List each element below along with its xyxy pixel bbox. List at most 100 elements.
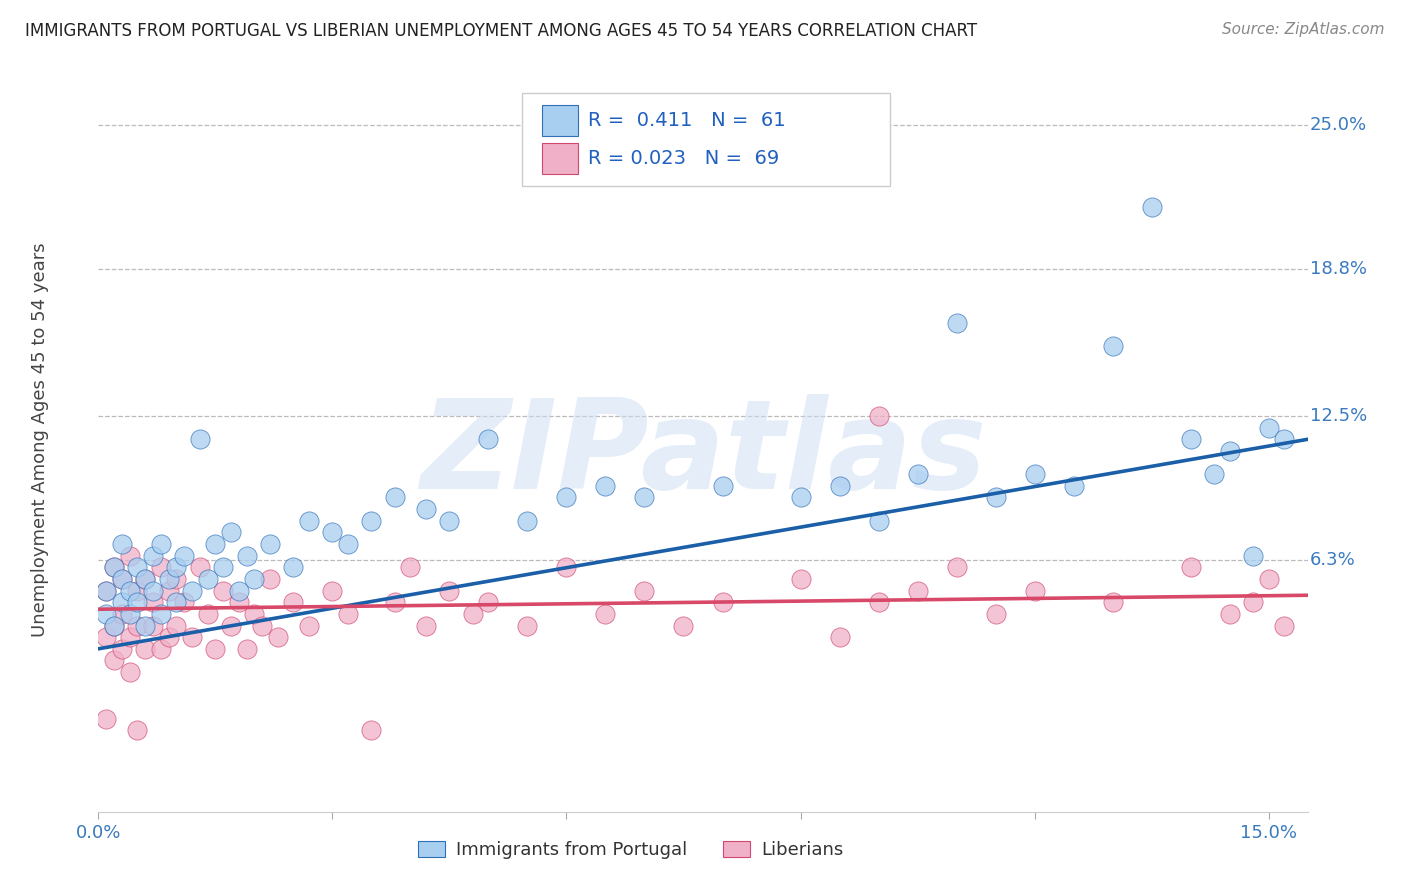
Point <box>134 572 156 586</box>
Point <box>219 618 242 632</box>
Point <box>212 560 235 574</box>
Point <box>555 560 578 574</box>
Point <box>118 583 141 598</box>
Point <box>204 641 226 656</box>
Point <box>243 572 266 586</box>
Text: Unemployment Among Ages 45 to 54 years: Unemployment Among Ages 45 to 54 years <box>31 242 49 637</box>
Point <box>165 560 187 574</box>
Point <box>127 583 149 598</box>
Point <box>868 409 890 423</box>
Legend: Immigrants from Portugal, Liberians: Immigrants from Portugal, Liberians <box>411 833 851 866</box>
Point <box>337 537 360 551</box>
Point <box>1101 339 1123 353</box>
Point <box>103 560 125 574</box>
Point <box>415 502 437 516</box>
Point <box>477 595 499 609</box>
Point <box>149 641 172 656</box>
Point <box>415 618 437 632</box>
Point <box>711 595 734 609</box>
Point <box>384 595 406 609</box>
Point <box>118 549 141 563</box>
Point <box>181 630 204 644</box>
Point <box>1101 595 1123 609</box>
Point <box>907 583 929 598</box>
Point <box>1257 420 1279 434</box>
Point <box>157 583 180 598</box>
Point <box>1241 549 1264 563</box>
Point <box>711 479 734 493</box>
Point <box>1202 467 1225 482</box>
Point <box>360 514 382 528</box>
Point <box>672 618 695 632</box>
Point <box>360 723 382 738</box>
Point <box>461 607 484 621</box>
Point <box>142 583 165 598</box>
Point <box>111 572 134 586</box>
Point <box>1219 444 1241 458</box>
Point <box>321 525 343 540</box>
Point <box>1024 583 1046 598</box>
Text: R =  0.411   N =  61: R = 0.411 N = 61 <box>588 112 786 130</box>
Point <box>127 560 149 574</box>
Point <box>516 514 538 528</box>
Text: Source: ZipAtlas.com: Source: ZipAtlas.com <box>1222 22 1385 37</box>
Point <box>157 572 180 586</box>
Point <box>439 583 461 598</box>
FancyBboxPatch shape <box>543 143 578 174</box>
Point <box>96 583 118 598</box>
Point <box>142 618 165 632</box>
Point <box>868 595 890 609</box>
Point <box>103 653 125 667</box>
Point <box>96 630 118 644</box>
Text: 6.3%: 6.3% <box>1310 551 1355 569</box>
Point <box>212 583 235 598</box>
Point <box>134 641 156 656</box>
Point <box>127 723 149 738</box>
Point <box>384 491 406 505</box>
Point <box>337 607 360 621</box>
Text: IMMIGRANTS FROM PORTUGAL VS LIBERIAN UNEMPLOYMENT AMONG AGES 45 TO 54 YEARS CORR: IMMIGRANTS FROM PORTUGAL VS LIBERIAN UNE… <box>25 22 977 40</box>
Point <box>228 595 250 609</box>
Point <box>96 607 118 621</box>
Point <box>197 607 219 621</box>
Point <box>235 641 257 656</box>
Point <box>111 641 134 656</box>
Point <box>283 560 305 574</box>
Point <box>127 618 149 632</box>
Point <box>204 537 226 551</box>
Point <box>1241 595 1264 609</box>
Point <box>1063 479 1085 493</box>
Text: 25.0%: 25.0% <box>1310 116 1367 134</box>
Point <box>111 537 134 551</box>
Point <box>828 479 851 493</box>
Point <box>197 572 219 586</box>
Text: R = 0.023   N =  69: R = 0.023 N = 69 <box>588 149 779 168</box>
Point <box>439 514 461 528</box>
Point <box>96 712 118 726</box>
Point <box>188 433 211 447</box>
Point <box>828 630 851 644</box>
Point <box>118 630 141 644</box>
Point <box>259 572 281 586</box>
Point <box>789 491 811 505</box>
Point <box>103 618 125 632</box>
Point <box>984 607 1007 621</box>
Point <box>259 537 281 551</box>
Point <box>789 572 811 586</box>
Point <box>633 491 655 505</box>
Point <box>188 560 211 574</box>
Point <box>868 514 890 528</box>
Point <box>1024 467 1046 482</box>
Point <box>219 525 242 540</box>
Point <box>595 607 617 621</box>
Text: 12.5%: 12.5% <box>1310 407 1367 425</box>
Point <box>298 514 321 528</box>
Point <box>945 560 967 574</box>
Point <box>1219 607 1241 621</box>
Point <box>134 618 156 632</box>
Point <box>142 595 165 609</box>
Point <box>477 433 499 447</box>
Point <box>118 665 141 679</box>
FancyBboxPatch shape <box>543 105 578 136</box>
Point <box>1180 433 1202 447</box>
